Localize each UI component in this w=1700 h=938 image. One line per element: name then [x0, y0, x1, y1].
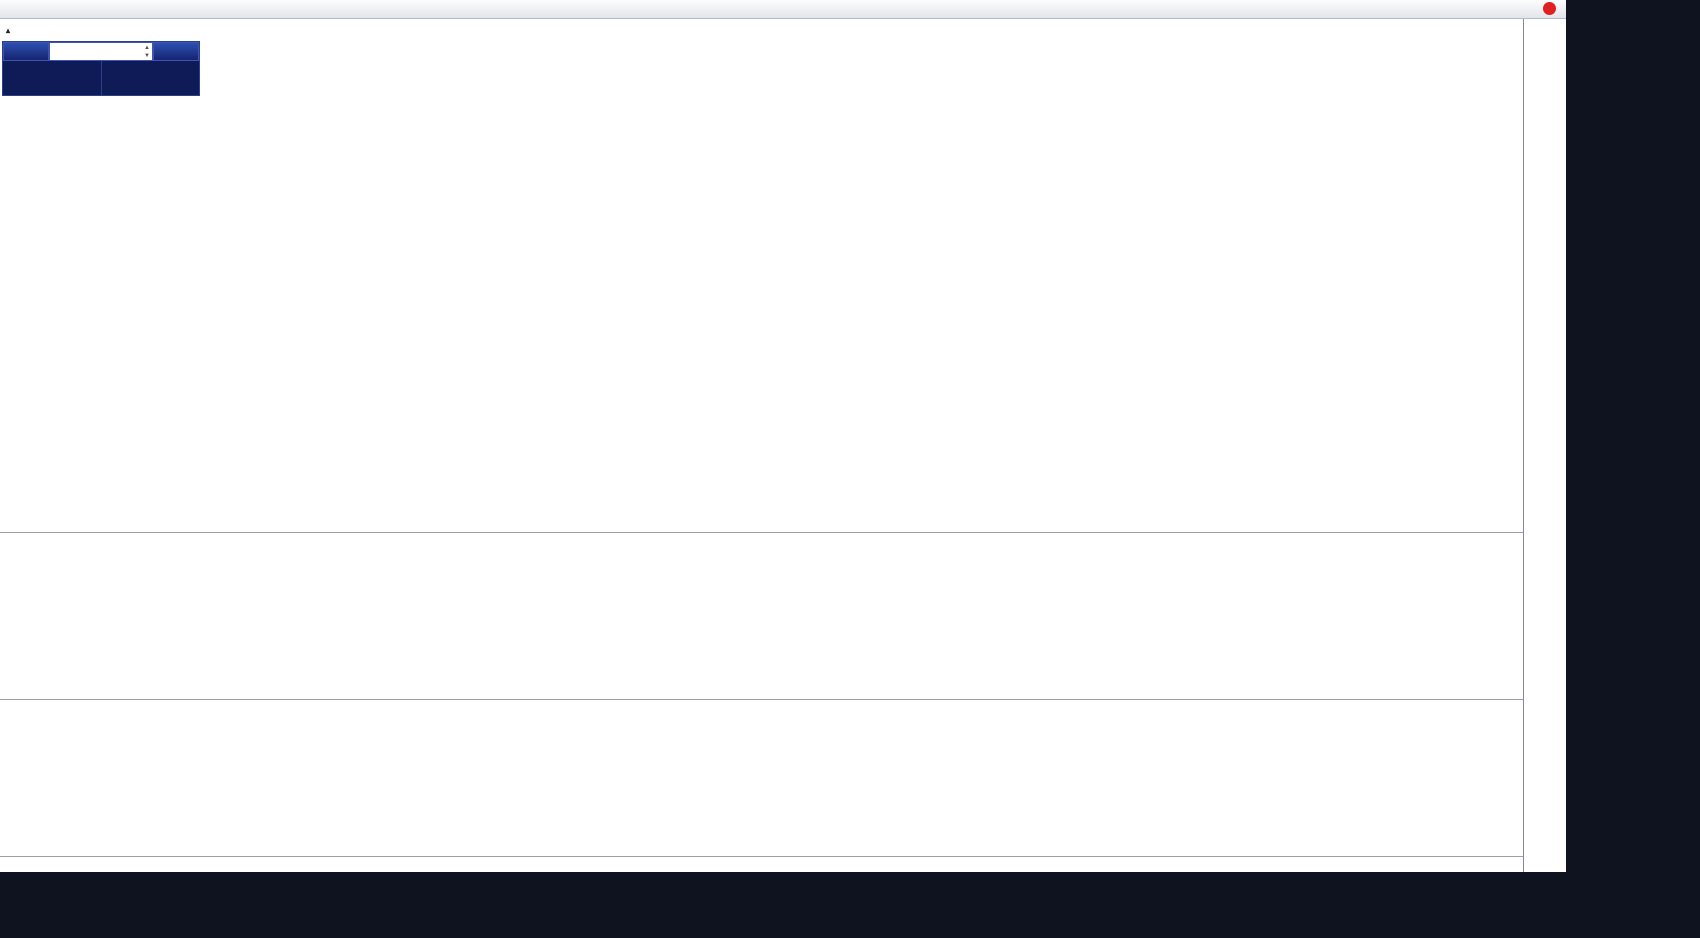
plot-column: ▴ ▲ ▼ — [0, 19, 1523, 872]
rsi-label — [6, 703, 11, 714]
sell-price[interactable] — [3, 61, 102, 95]
macd-pane[interactable] — [0, 532, 1523, 699]
buy-button[interactable] — [153, 42, 199, 61]
macd-plot[interactable] — [0, 533, 1523, 699]
rsi-plot[interactable] — [0, 700, 1523, 856]
one-click-prices-row — [3, 61, 199, 95]
toolbar-right-group — [1536, 2, 1556, 15]
lot-spinner[interactable]: ▲ ▼ — [144, 45, 150, 59]
price-axis[interactable] — [1523, 19, 1566, 872]
sell-button[interactable] — [3, 42, 49, 61]
lot-size-input[interactable]: ▲ ▼ — [49, 42, 153, 61]
top-toolbar — [0, 0, 1566, 19]
mt4-window: ▴ ▲ ▼ — [0, 0, 1566, 872]
candlestick-plot[interactable] — [0, 19, 1523, 532]
macd-label — [6, 536, 15, 547]
main-chart-pane[interactable]: ▴ ▲ ▼ — [0, 19, 1523, 532]
buy-price[interactable] — [102, 61, 200, 95]
chart-title: ▴ — [6, 24, 20, 36]
chart-window: ▴ ▲ ▼ — [0, 19, 1566, 872]
notification-badge[interactable] — [1543, 2, 1556, 15]
time-axis[interactable] — [0, 856, 1523, 872]
rsi-pane[interactable] — [0, 699, 1523, 856]
one-click-top-row: ▲ ▼ — [3, 42, 199, 61]
one-click-trading-panel: ▲ ▼ — [2, 41, 200, 96]
collapse-triangle-icon[interactable]: ▴ — [6, 26, 11, 35]
